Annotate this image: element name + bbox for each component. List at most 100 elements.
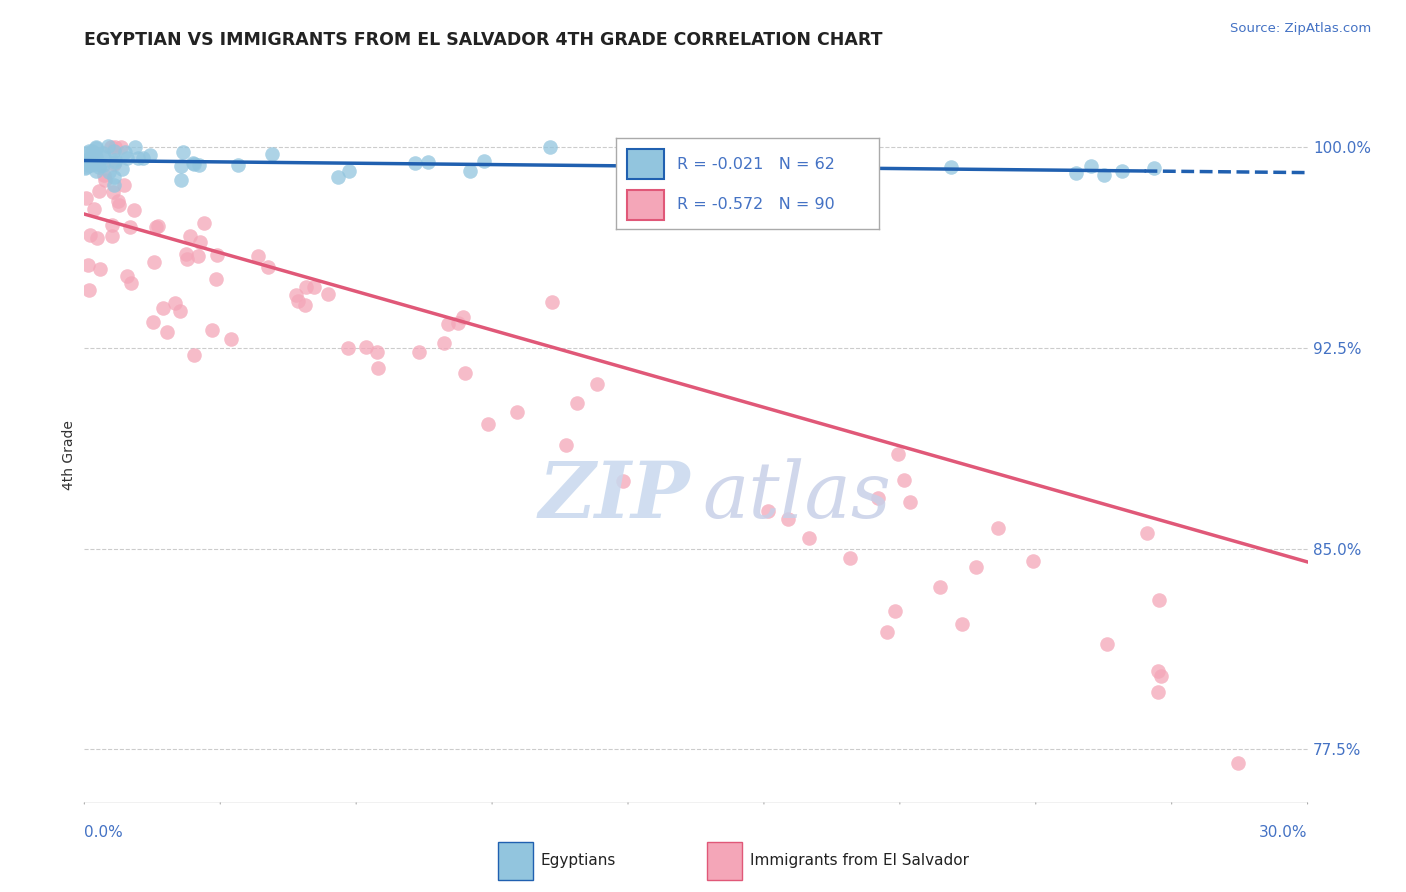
Point (79, 156, 101, 170)
Point (75, 191, 97, 205)
Point (103, 156, 125, 170)
Point (326, 169, 349, 184)
Point (124, 139, 146, 153)
Point (145, 219, 167, 234)
Point (887, 447, 910, 461)
Point (176, 252, 198, 267)
Point (929, 580, 952, 594)
Point (97, 165, 120, 179)
Text: R = -0.572   N = 90: R = -0.572 N = 90 (676, 197, 835, 212)
Text: EGYPTIAN VS IMMIGRANTS FROM EL SALVADOR 4TH GRADE CORRELATION CHART: EGYPTIAN VS IMMIGRANTS FROM EL SALVADOR … (84, 31, 883, 49)
Point (86, 231, 108, 245)
Point (107, 198, 129, 212)
Point (103, 145, 125, 159)
Point (93, 168, 115, 182)
Point (89, 160, 111, 174)
Point (336, 341, 359, 355)
Point (104, 140, 127, 154)
Text: 0.0%: 0.0% (84, 825, 124, 840)
Point (876, 625, 898, 640)
Point (75, 161, 97, 176)
Point (437, 317, 460, 331)
Point (75, 160, 97, 174)
Text: Immigrants from El Salvador: Immigrants from El Salvador (749, 854, 969, 868)
Point (181, 156, 204, 170)
Point (187, 158, 209, 172)
Point (79, 227, 101, 242)
Point (93, 150, 115, 164)
Point (1095, 636, 1118, 650)
Point (893, 473, 915, 487)
Text: ZIP: ZIP (538, 458, 690, 535)
Point (287, 294, 309, 309)
Point (987, 521, 1010, 535)
Point (884, 604, 907, 618)
Point (187, 249, 209, 263)
Point (120, 276, 142, 290)
Point (1136, 525, 1159, 540)
Point (79, 151, 101, 165)
Point (89, 158, 111, 172)
Point (176, 247, 198, 261)
Point (82, 145, 104, 159)
Point (77, 283, 100, 297)
Point (104, 154, 127, 169)
Point (139, 148, 162, 162)
Point (366, 345, 388, 359)
Point (84, 141, 107, 155)
Point (152, 301, 174, 315)
Point (458, 164, 481, 178)
Point (100, 140, 122, 154)
Point (506, 405, 529, 419)
Bar (707, 842, 742, 880)
Point (172, 145, 194, 159)
Point (316, 287, 339, 301)
Point (612, 475, 634, 489)
Point (143, 255, 166, 269)
Point (205, 248, 228, 262)
Point (950, 617, 973, 632)
Point (115, 268, 138, 283)
Point (193, 216, 215, 230)
Point (169, 304, 191, 318)
Point (75, 145, 97, 160)
Bar (499, 842, 533, 880)
Point (77, 258, 100, 272)
Point (104, 153, 127, 167)
Point (122, 203, 145, 218)
Point (1092, 168, 1115, 182)
Point (80, 158, 103, 172)
Text: atlas: atlas (702, 458, 891, 535)
Point (120, 219, 142, 234)
Point (555, 438, 578, 452)
Point (304, 280, 326, 294)
Point (451, 310, 474, 324)
Point (101, 218, 124, 232)
Text: Egyptians: Egyptians (541, 854, 616, 868)
Point (454, 367, 477, 381)
Point (404, 156, 426, 170)
Point (201, 323, 224, 337)
Point (703, 163, 725, 178)
Point (354, 340, 377, 354)
Point (1111, 163, 1133, 178)
Bar (627, 149, 664, 179)
Point (778, 512, 800, 526)
Text: Source: ZipAtlas.com: Source: ZipAtlas.com (1230, 22, 1371, 36)
Point (179, 228, 201, 243)
Point (540, 294, 562, 309)
Point (131, 151, 153, 165)
Point (799, 532, 821, 546)
Point (675, 162, 697, 177)
Point (170, 160, 193, 174)
Point (219, 332, 242, 346)
Point (83, 202, 105, 216)
Point (97, 139, 120, 153)
Point (585, 377, 607, 392)
Point (91, 146, 114, 161)
Point (156, 325, 179, 339)
Point (80, 153, 103, 168)
Point (84, 150, 107, 164)
Point (114, 145, 136, 160)
Point (838, 551, 860, 566)
